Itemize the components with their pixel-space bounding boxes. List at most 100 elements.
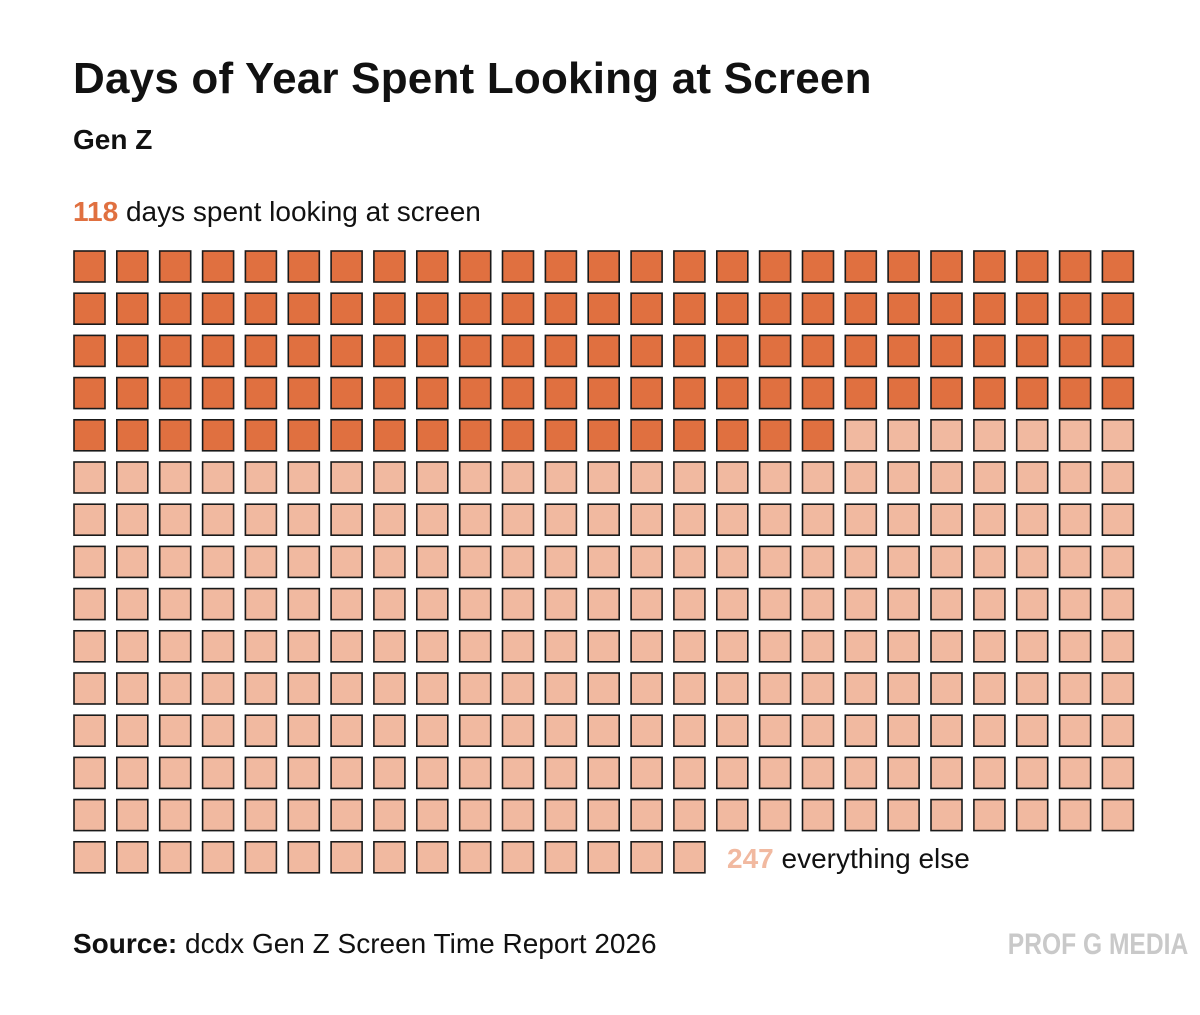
waffle-cell-else xyxy=(1101,798,1135,832)
waffle-cell-else xyxy=(758,461,792,494)
waffle-cell-else xyxy=(715,629,749,663)
waffle-cell-else xyxy=(330,672,363,705)
waffle-cell-else xyxy=(973,545,1006,579)
waffle-cell-else xyxy=(758,672,792,705)
waffle-cell-else xyxy=(930,545,963,579)
waffle-cell-screen xyxy=(1015,376,1049,410)
waffle-cell-else xyxy=(1015,672,1049,705)
waffle-cell-else xyxy=(544,503,578,537)
waffle-cell-else xyxy=(715,545,749,579)
waffle-cell-else xyxy=(801,756,835,790)
waffle-cell-else xyxy=(1058,672,1092,705)
waffle-cell-else xyxy=(544,840,578,874)
waffle-cell-screen xyxy=(1101,376,1135,410)
waffle-cell-else xyxy=(73,629,106,663)
waffle-cell-screen xyxy=(330,250,363,283)
waffle-cell-screen xyxy=(244,376,278,410)
waffle-cell-else xyxy=(930,798,963,832)
waffle-cell-else xyxy=(587,672,621,705)
waffle-cell-else xyxy=(458,714,492,748)
waffle-cell-else xyxy=(458,461,492,494)
waffle-cell-else xyxy=(630,798,663,832)
waffle-cell-else xyxy=(501,587,535,621)
waffle-cell-else xyxy=(1101,503,1135,537)
waffle-cell-screen xyxy=(1058,376,1092,410)
waffle-cell-else xyxy=(373,840,406,874)
waffle-cell-else xyxy=(673,629,706,663)
waffle-cell-screen xyxy=(844,292,878,326)
waffle-cell-else xyxy=(758,503,792,537)
waffle-cell-else xyxy=(287,503,321,537)
waffle-cell-else xyxy=(158,840,192,874)
waffle-cell-else xyxy=(844,714,878,748)
waffle-cell-else xyxy=(801,798,835,832)
waffle-cell-screen xyxy=(415,376,449,410)
waffle-cell-else xyxy=(287,798,321,832)
waffle-cell-screen xyxy=(73,376,106,410)
waffle-cell-else xyxy=(930,461,963,494)
waffle-cell-else xyxy=(973,629,1006,663)
waffle-cell-else xyxy=(158,503,192,537)
waffle-cell-else xyxy=(287,840,321,874)
waffle-cell-else xyxy=(330,629,363,663)
waffle-cell-screen xyxy=(1101,334,1135,368)
waffle-cell-else xyxy=(673,714,706,748)
waffle-cell-else xyxy=(973,798,1006,832)
waffle-cell-else xyxy=(73,714,106,748)
waffle-cell-screen xyxy=(801,250,835,283)
waffle-cell-else xyxy=(673,545,706,579)
waffle-cell-else xyxy=(1015,587,1049,621)
waffle-cell-screen xyxy=(287,418,321,452)
waffle-cell-else xyxy=(544,461,578,494)
waffle-cell-else xyxy=(673,672,706,705)
waffle-cell-else xyxy=(1058,418,1092,452)
waffle-cell-screen xyxy=(673,334,706,368)
waffle-cell-else xyxy=(244,756,278,790)
waffle-cell-else xyxy=(587,798,621,832)
waffle-cell-else xyxy=(158,756,192,790)
waffle-cell-screen xyxy=(373,334,406,368)
waffle-cell-else xyxy=(801,629,835,663)
waffle-cell-else xyxy=(1015,461,1049,494)
waffle-cell-else xyxy=(630,756,663,790)
waffle-cell-else xyxy=(930,672,963,705)
waffle-cell-else xyxy=(587,587,621,621)
waffle-cell-else xyxy=(116,672,149,705)
waffle-cell-screen xyxy=(587,334,621,368)
waffle-cell-screen xyxy=(458,418,492,452)
waffle-cell-else xyxy=(73,672,106,705)
waffle-cell-else xyxy=(544,545,578,579)
waffle-cell-else xyxy=(630,629,663,663)
waffle-cell-screen xyxy=(73,250,106,283)
waffle-cell-screen xyxy=(373,376,406,410)
waffle-cell-screen xyxy=(287,292,321,326)
waffle-cell-else xyxy=(715,461,749,494)
waffle-cell-else xyxy=(373,672,406,705)
waffle-cell-else xyxy=(330,840,363,874)
waffle-cell-else xyxy=(544,798,578,832)
waffle-cell-else xyxy=(973,461,1006,494)
waffle-cell-else xyxy=(758,587,792,621)
waffle-cell-screen xyxy=(930,250,963,283)
waffle-cell-screen xyxy=(801,334,835,368)
waffle-cell-screen xyxy=(715,250,749,283)
waffle-cell-else xyxy=(973,418,1006,452)
waffle-cell-else xyxy=(330,545,363,579)
waffle-cell-else xyxy=(73,798,106,832)
waffle-cell-screen xyxy=(887,334,920,368)
waffle-cell-else xyxy=(587,545,621,579)
screen-days-value: 118 xyxy=(73,196,119,227)
waffle-cell-screen xyxy=(758,334,792,368)
waffle-cell-screen xyxy=(73,418,106,452)
waffle-cell-else xyxy=(887,545,920,579)
waffle-cell-else xyxy=(116,840,149,874)
waffle-cell-else xyxy=(844,587,878,621)
waffle-cell-else xyxy=(244,672,278,705)
waffle-cell-else xyxy=(715,756,749,790)
waffle-cell-else xyxy=(158,798,192,832)
waffle-cell-screen xyxy=(158,334,192,368)
waffle-cell-screen xyxy=(973,250,1006,283)
waffle-cell-else xyxy=(330,798,363,832)
waffle-cell-screen xyxy=(887,250,920,283)
waffle-cell-else xyxy=(587,840,621,874)
